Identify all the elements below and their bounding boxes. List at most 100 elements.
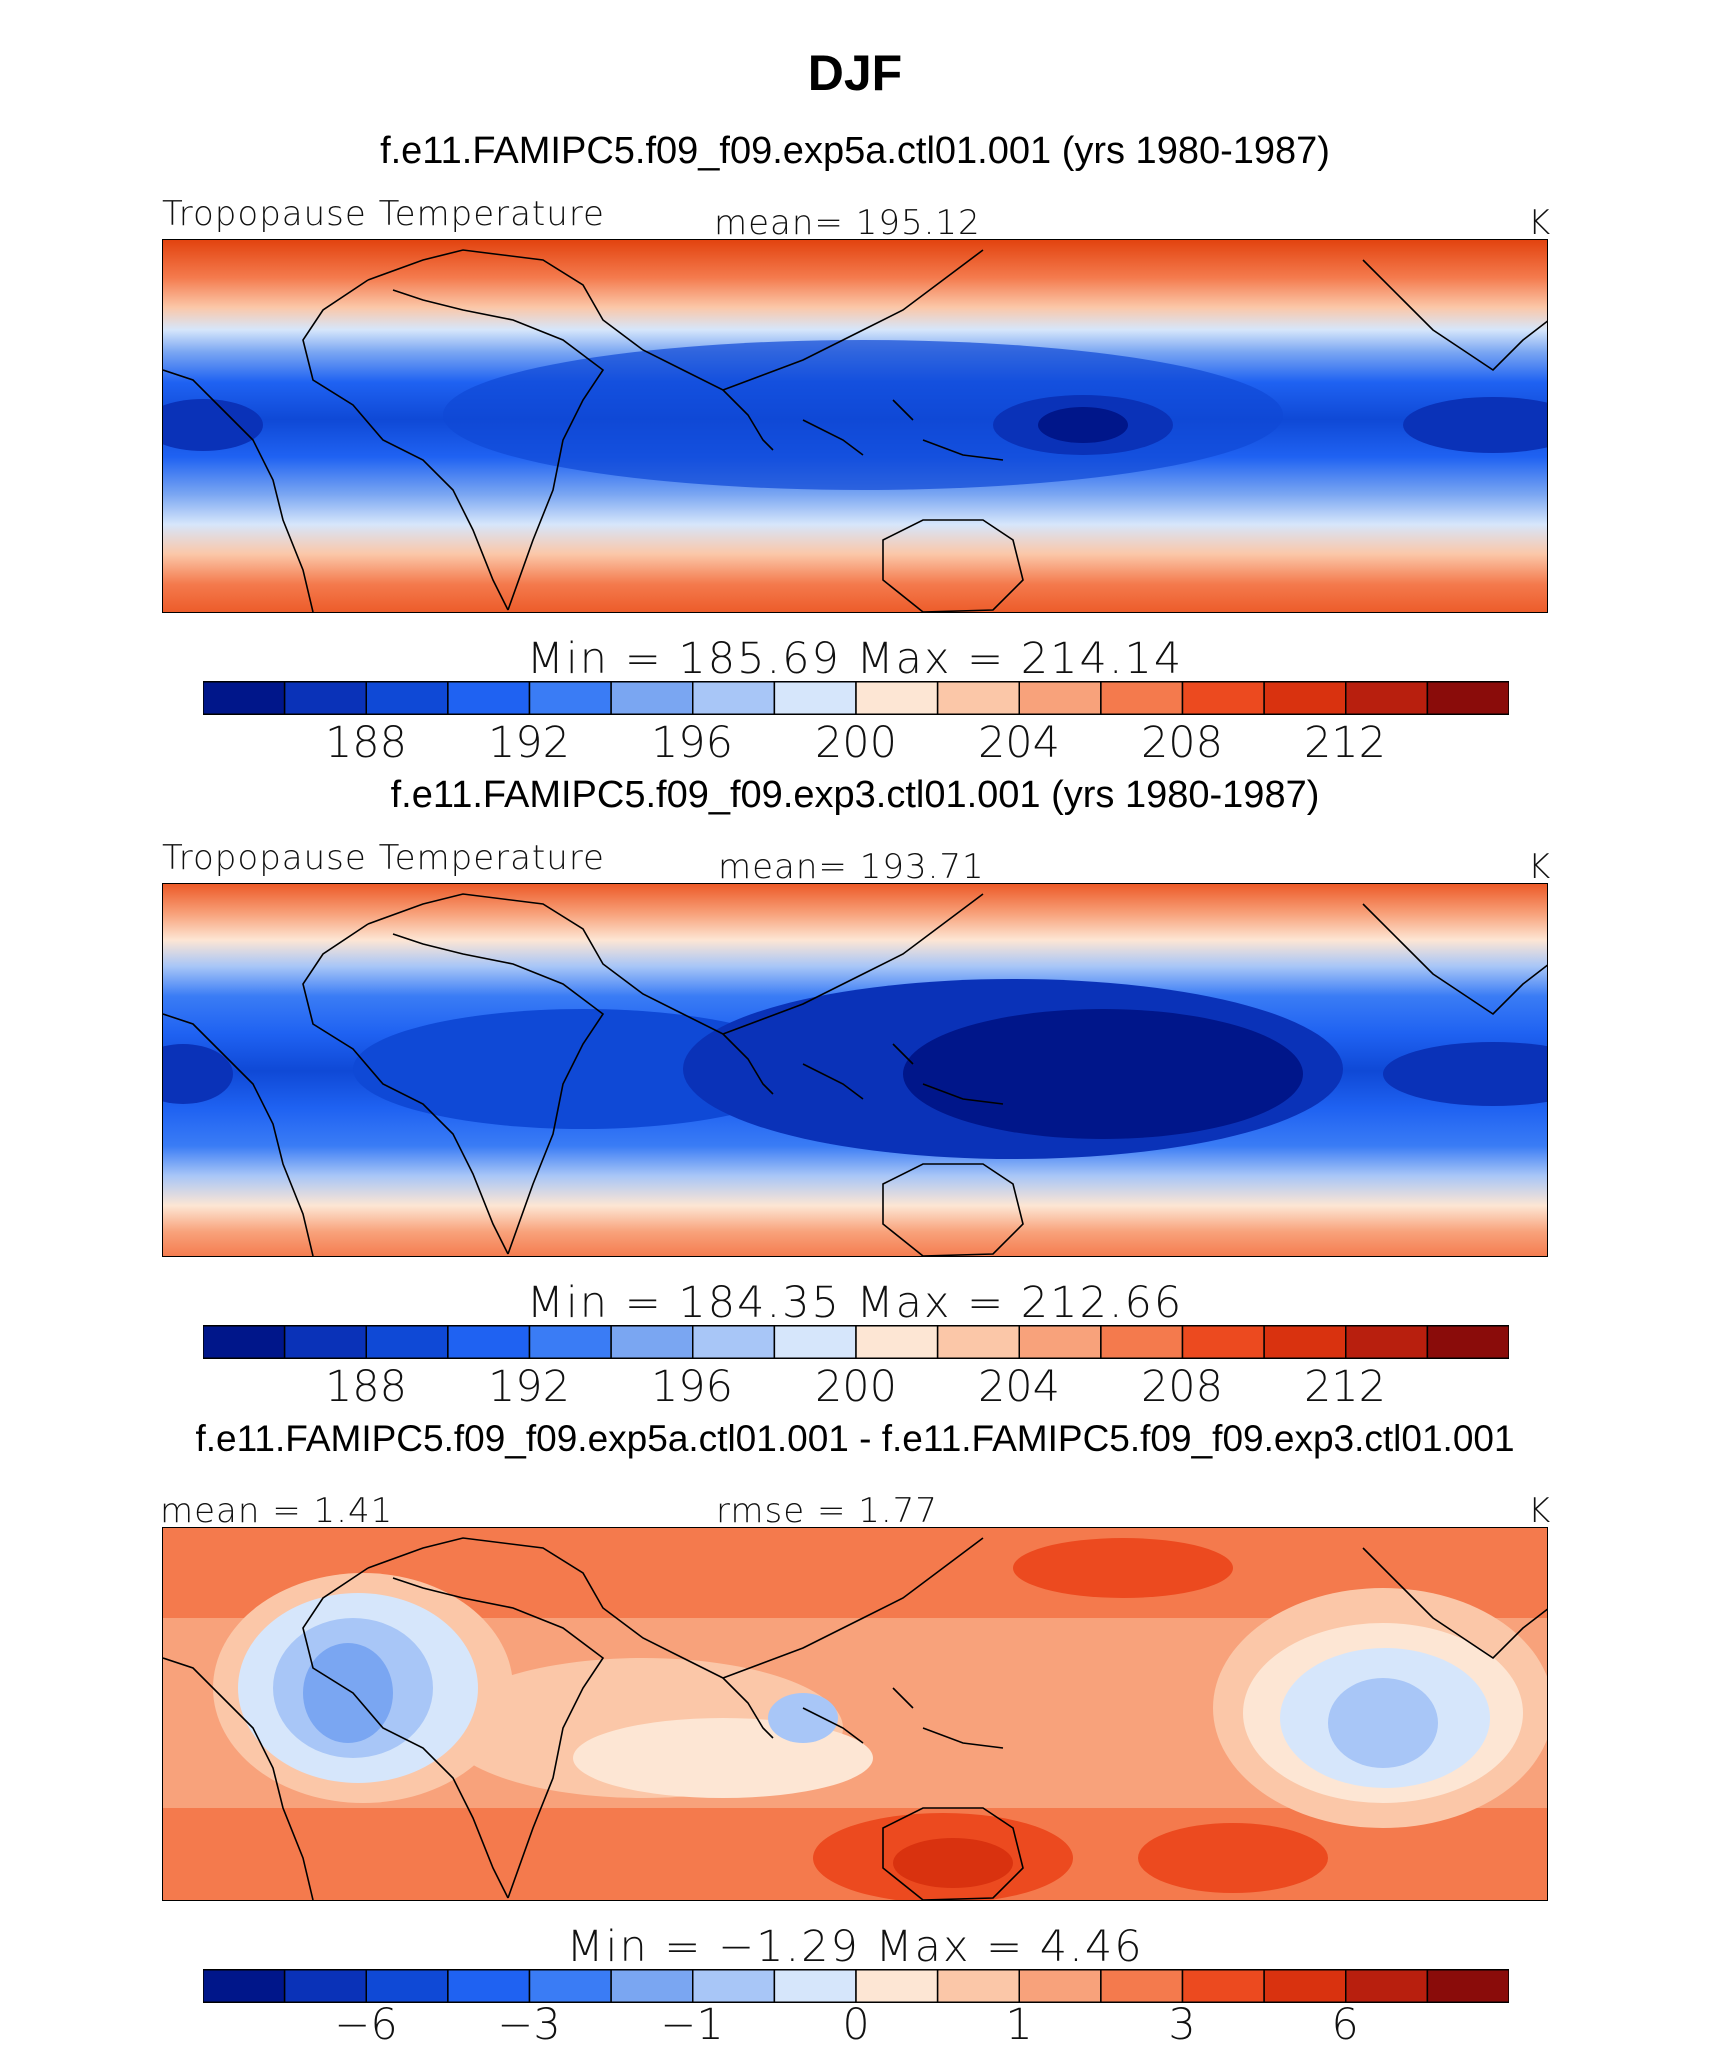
colorbar-swatch: [1345, 681, 1429, 715]
panel2-field: [163, 884, 1547, 1256]
colorbar-swatch: [1426, 681, 1509, 715]
panel3-tick: 3: [1168, 2000, 1196, 2050]
panel3-pacific-cool-core: [1328, 1678, 1438, 1768]
panel3-tick: −1: [660, 2000, 724, 2050]
panel1-minmax: Min = 185.69 Max = 214.14: [526, 634, 1184, 684]
panel3-colorbar: [203, 1969, 1509, 2003]
colorbar-swatch: [447, 681, 531, 715]
panel2-tick: 200: [814, 1362, 898, 1412]
colorbar-swatch: [1263, 1325, 1347, 1359]
panel3-max-core: [893, 1838, 1013, 1888]
colorbar-swatch: [203, 681, 286, 715]
colorbar-swatch: [773, 1969, 857, 2003]
colorbar-swatch: [936, 1325, 1021, 1359]
colorbar-swatch: [1018, 681, 1102, 715]
panel3-units-label: K: [1528, 1491, 1552, 1531]
panel3-atlantic-min: [303, 1643, 393, 1743]
panel1-tick: 196: [650, 718, 734, 768]
colorbar-swatch: [610, 681, 694, 715]
colorbar-swatch: [1100, 681, 1184, 715]
colorbar-swatch: [692, 1969, 776, 2003]
colorbar-swatch: [447, 1969, 531, 2003]
colorbar-swatch: [1263, 1969, 1347, 2003]
colorbar-swatch: [773, 1325, 857, 1359]
panel1-variable-label: Tropopause Temperature: [162, 194, 605, 234]
colorbar-swatch: [1100, 1325, 1184, 1359]
colorbar-swatch: [203, 1969, 286, 2003]
panel2-tick: 204: [977, 1362, 1061, 1412]
colorbar-swatch: [528, 1969, 612, 2003]
colorbar-swatch: [1100, 1969, 1184, 2003]
colorbar-swatch: [1018, 1969, 1102, 2003]
colorbar-swatch: [936, 681, 1021, 715]
panel3-field: [163, 1528, 1547, 1900]
panel3-tick: 1: [1005, 2000, 1033, 2050]
colorbar-swatch: [610, 1325, 694, 1359]
colorbar-swatch: [1018, 1325, 1102, 1359]
panel2-tick: 188: [324, 1362, 408, 1412]
panel3-rmse-label: rmse = 1.77: [716, 1491, 938, 1531]
panel2-map: [162, 883, 1548, 1257]
panel2-mean-label: mean= 193.71: [718, 847, 985, 887]
panel3-case-title: f.e11.FAMIPC5.f09_f09.exp5a.ctl01.001 - …: [195, 1418, 1515, 1459]
panel2-tick: 196: [650, 1362, 734, 1412]
panel2-minmax: Min = 184.35 Max = 212.66: [526, 1278, 1184, 1328]
colorbar-swatch: [447, 1325, 531, 1359]
figure-title: DJF: [807, 45, 903, 101]
colorbar-swatch: [365, 1969, 449, 2003]
panel1-map: [162, 239, 1548, 613]
colorbar-swatch: [1426, 1969, 1509, 2003]
panel3-maritime-cool: [768, 1693, 838, 1743]
colorbar-swatch: [855, 1325, 939, 1359]
panel1-tick: 208: [1140, 718, 1224, 768]
colorbar-swatch: [283, 681, 368, 715]
panel2-east-cold-core: [1383, 1042, 1547, 1106]
colorbar-swatch: [855, 681, 939, 715]
panel3-minmax: Min = −1.29 Max = 4.46: [566, 1922, 1144, 1972]
colorbar-swatch: [773, 681, 857, 715]
colorbar-swatch: [528, 1325, 612, 1359]
colorbar-swatch: [692, 681, 776, 715]
panel1-tick: 192: [487, 718, 571, 768]
colorbar-swatch: [365, 1325, 449, 1359]
panel3-south-pacific-warm: [1138, 1823, 1328, 1893]
panel2-tick: 212: [1303, 1362, 1387, 1412]
panel1-coastlines: [163, 249, 1547, 612]
panel2-tick: 192: [487, 1362, 571, 1412]
colorbar-swatch: [283, 1969, 368, 2003]
colorbar-swatch: [610, 1969, 694, 2003]
panel1-tick: 188: [324, 718, 408, 768]
panel2-west-cold-core: [163, 1044, 233, 1104]
panel1-west-cold-core: [163, 399, 263, 451]
panel3-mean-label: mean = 1.41: [160, 1491, 394, 1531]
colorbar-swatch: [365, 681, 449, 715]
panel1-tick: 200: [814, 718, 898, 768]
panel2-case-title: f.e11.FAMIPC5.f09_f09.exp3.ctl01.001 (yr…: [390, 774, 1320, 816]
panel2-min-core: [903, 1009, 1303, 1139]
panel3-tick: −6: [334, 2000, 398, 2050]
colorbar-swatch: [1181, 1969, 1265, 2003]
colorbar-swatch: [1345, 1969, 1429, 2003]
panel1-field: [163, 240, 1547, 612]
panel3-coastlines: [163, 1537, 1547, 1900]
colorbar-swatch: [1263, 681, 1347, 715]
panel3-map: [162, 1527, 1548, 1901]
panel2-africa-cold-region: [353, 1009, 813, 1129]
panel2-coastlines: [163, 893, 1547, 1256]
colorbar-swatch: [1181, 681, 1265, 715]
colorbar-swatch: [855, 1969, 939, 2003]
colorbar-swatch: [692, 1325, 776, 1359]
colorbar-swatch: [1345, 1325, 1429, 1359]
panel2-variable-label: Tropopause Temperature: [162, 838, 605, 878]
panel2-units-label: K: [1528, 847, 1552, 887]
colorbar-swatch: [936, 1969, 1021, 2003]
panel1-colorbar: [203, 681, 1509, 715]
colorbar-swatch: [1181, 1325, 1265, 1359]
panel3-tick: −3: [497, 2000, 561, 2050]
colorbar-swatch: [283, 1325, 368, 1359]
panel1-min-core: [1038, 407, 1128, 443]
colorbar-swatch: [1426, 1325, 1509, 1359]
colorbar-swatch: [528, 681, 612, 715]
panel2-tick: 208: [1140, 1362, 1224, 1412]
panel1-tick: 204: [977, 718, 1061, 768]
